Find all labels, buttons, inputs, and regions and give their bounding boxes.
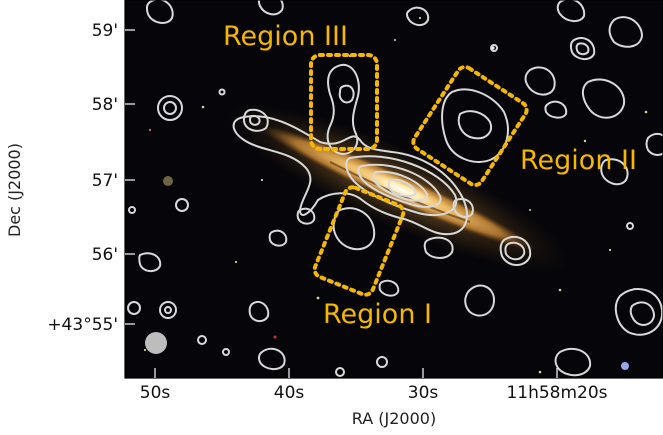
y-tick-label: 59' xyxy=(92,21,118,41)
x-tick-label: 30s xyxy=(408,383,439,403)
y-tick-label: 58' xyxy=(92,95,118,115)
x-tick-label: 50s xyxy=(140,383,171,403)
background-stars xyxy=(143,16,648,374)
y-tick-label: 57' xyxy=(92,171,118,191)
beam-ellipse xyxy=(145,332,167,354)
region-boxes xyxy=(309,53,529,297)
x-axis-title: RA (J2000) xyxy=(352,409,436,428)
radio-contours xyxy=(127,0,663,377)
region-i-box xyxy=(312,185,406,297)
axis-ticks xyxy=(125,29,558,378)
x-tick-label: 11h58m20s xyxy=(506,383,607,403)
plot-frame xyxy=(124,0,663,379)
x-tick-label: 40s xyxy=(274,383,305,403)
region-iii-label: Region III xyxy=(223,21,348,52)
region-i-label: Region I xyxy=(323,299,432,330)
y-tick-label: +43°55' xyxy=(47,315,118,335)
y-axis-title: Dec (J2000) xyxy=(5,143,24,237)
y-tick-label: 56' xyxy=(92,245,118,265)
region-ii-label: Region II xyxy=(520,145,637,176)
region-ii-box xyxy=(411,65,529,187)
region-iii-box xyxy=(309,53,379,151)
